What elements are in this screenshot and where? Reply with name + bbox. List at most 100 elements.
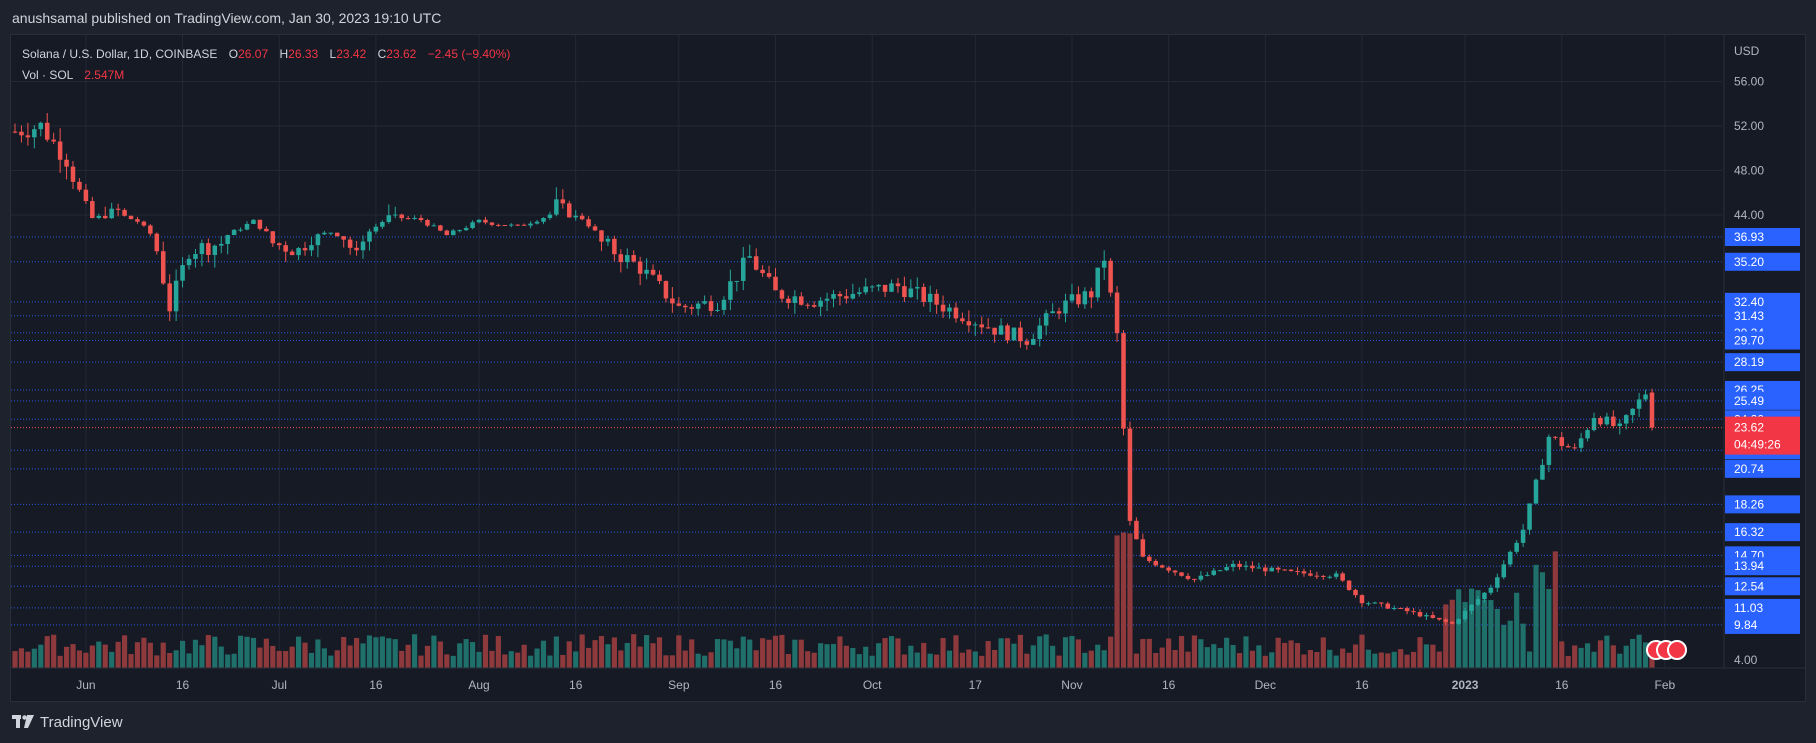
volume-bar — [605, 644, 611, 668]
candle-body — [431, 225, 437, 227]
volume-bar — [689, 639, 695, 668]
level-label-bg — [1725, 391, 1800, 410]
candle-body — [1578, 438, 1584, 448]
volume-bar — [1365, 649, 1372, 668]
volume-bar — [1243, 636, 1249, 668]
volume-bar — [373, 637, 379, 668]
volume-bar — [405, 644, 411, 668]
level-label: 25.49 — [1734, 394, 1764, 408]
legend-volume-label[interactable]: Vol · SOL — [22, 68, 73, 82]
chart-legend: Solana / U.S. Dollar, 1D, COINBASE O26.0… — [22, 44, 510, 86]
volume-bar — [1617, 653, 1623, 668]
candle-body — [625, 255, 630, 263]
candle-body — [850, 293, 856, 299]
candle-body — [1559, 437, 1565, 447]
candle-body — [1250, 565, 1255, 569]
candle-body — [1507, 551, 1513, 565]
candle-body — [1501, 564, 1507, 578]
volume-bar — [979, 655, 985, 668]
volume-bar — [1430, 644, 1436, 668]
volume-bar — [12, 651, 18, 668]
candle-body — [876, 284, 881, 287]
volume-bar — [566, 641, 572, 668]
volume-bar — [1159, 647, 1165, 668]
candle-body — [1598, 417, 1603, 425]
volume-bar — [1217, 647, 1223, 668]
level-label-bg — [1725, 459, 1800, 478]
candle-body — [206, 243, 211, 255]
volume-bar — [708, 652, 714, 668]
volume-bar — [141, 637, 147, 668]
candle-body — [644, 269, 649, 274]
candle-body — [83, 189, 89, 202]
candle-body — [1295, 571, 1300, 573]
candle-body — [1346, 580, 1352, 590]
candle-body — [895, 283, 901, 287]
candle-body — [1424, 615, 1429, 617]
volume-bar — [940, 637, 946, 668]
candle-body — [1069, 294, 1075, 301]
volume-bar — [1294, 643, 1301, 668]
candle-body — [1043, 313, 1049, 326]
countdown-label: 04:49:26 — [1734, 438, 1781, 452]
candle-body — [450, 230, 456, 236]
candle-body — [1430, 615, 1436, 618]
candle-body — [1224, 567, 1229, 571]
volume-bar — [283, 651, 289, 668]
candle-body — [244, 223, 250, 230]
candle-body — [70, 166, 76, 182]
time-axis-tick: 16 — [369, 678, 383, 692]
level-label-bg — [1725, 228, 1800, 246]
candle-body — [386, 215, 392, 222]
volume-bar — [972, 651, 978, 668]
volume-bar — [637, 646, 643, 668]
volume-bar — [876, 643, 882, 668]
volume-bar — [450, 655, 456, 668]
volume-bar — [1236, 653, 1243, 668]
candle-body — [1275, 567, 1281, 570]
volume-bar — [901, 654, 907, 668]
volume-bar — [1004, 638, 1011, 668]
volume-bar — [830, 643, 837, 668]
candle-body — [579, 215, 585, 220]
candle-body — [766, 273, 772, 277]
candle-body — [1114, 292, 1120, 334]
volume-bar — [1095, 644, 1101, 668]
volume-bar — [366, 635, 373, 668]
volume-bar — [257, 647, 263, 668]
legend-symbol[interactable]: Solana / U.S. Dollar, 1D, COINBASE — [22, 47, 218, 61]
volume-bar — [1533, 564, 1539, 668]
price-axis-currency: USD — [1734, 44, 1760, 58]
candle-body — [702, 301, 707, 304]
volume-bar — [347, 645, 353, 668]
level-label: 9.84 — [1734, 618, 1758, 632]
candle-body — [77, 181, 82, 190]
volume-bar — [818, 643, 824, 668]
volume-bar — [1133, 653, 1139, 668]
volume-bar — [1578, 647, 1584, 668]
candle-body — [502, 225, 508, 227]
footer-brand[interactable]: TradingView — [12, 708, 123, 736]
candle-body — [1475, 599, 1481, 605]
candle-body — [1604, 416, 1610, 425]
volume-bar — [515, 652, 521, 668]
candle-body — [695, 303, 701, 309]
candle-body — [592, 226, 598, 231]
volume-bar — [508, 651, 514, 668]
volume-bar — [1224, 637, 1230, 668]
volume-bar — [1256, 645, 1262, 668]
volume-bar — [31, 648, 37, 668]
volume-bar — [727, 640, 733, 668]
tradingview-logo-icon — [12, 715, 34, 729]
time-axis-tick: 16 — [769, 678, 783, 692]
candle-body — [193, 254, 198, 259]
volume-bar — [18, 648, 25, 668]
price-axis-tick: 44.00 — [1734, 208, 1764, 222]
volume-bar — [412, 634, 418, 668]
volume-bar — [824, 644, 830, 668]
volume-bar — [618, 650, 624, 668]
candle-body — [1205, 574, 1210, 576]
level-label: 29.70 — [1734, 334, 1764, 348]
volume-bar — [895, 638, 901, 668]
